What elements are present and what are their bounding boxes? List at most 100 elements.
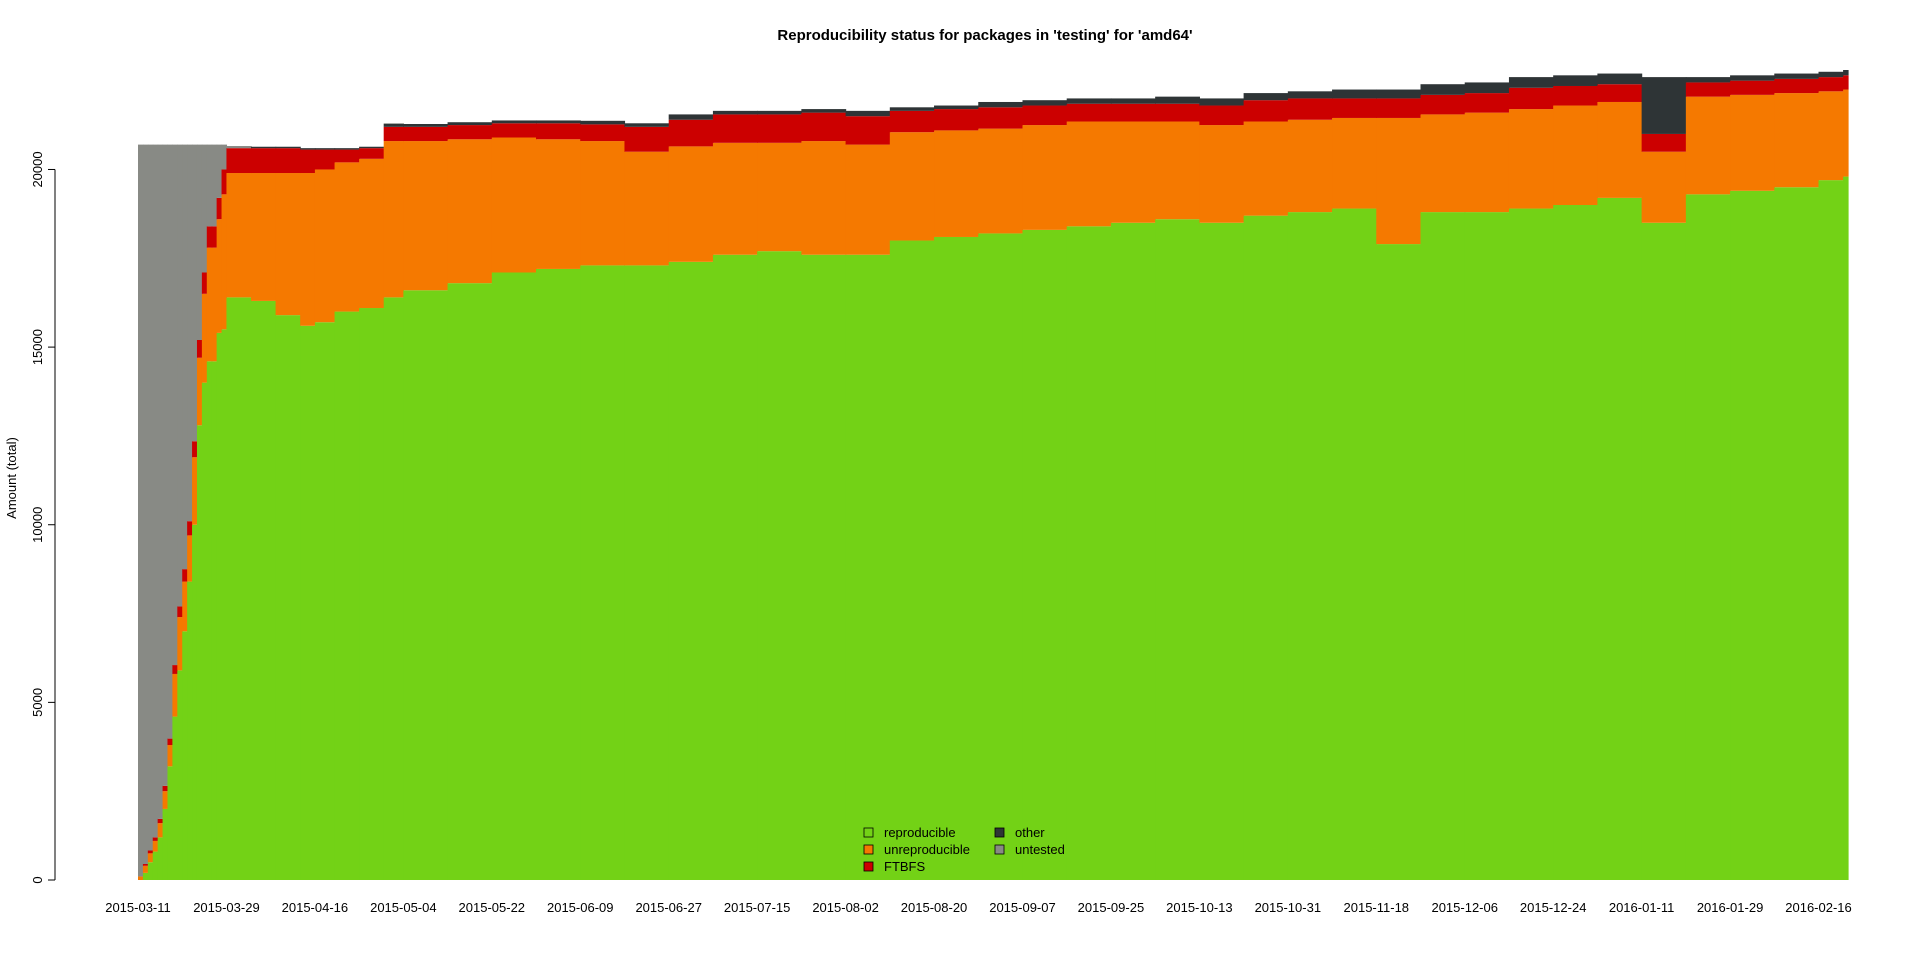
area-segment-ftbfs bbox=[142, 864, 149, 866]
area-segment-reproducible bbox=[314, 322, 336, 881]
area-segment-other bbox=[491, 120, 537, 124]
area-segment-reproducible bbox=[624, 265, 670, 880]
area-segment-untested bbox=[177, 144, 183, 607]
area-segment-untested bbox=[206, 144, 213, 227]
area-segment-unreproducible bbox=[206, 247, 213, 362]
area-segment-reproducible bbox=[221, 329, 228, 880]
x-tick-label: 2015-12-06 bbox=[1431, 900, 1498, 915]
x-tick-label: 2015-05-04 bbox=[370, 900, 437, 915]
area-segment-untested bbox=[147, 144, 154, 851]
area-segment-unreproducible bbox=[172, 673, 178, 717]
area-segment-ftbfs bbox=[172, 665, 178, 674]
area-segment-reproducible bbox=[1332, 208, 1377, 881]
area-segment-reproducible bbox=[1597, 197, 1643, 881]
area-segment-other bbox=[801, 109, 847, 113]
x-tick-label: 2015-10-31 bbox=[1255, 900, 1322, 915]
area-segment-unreproducible bbox=[138, 876, 144, 880]
area-segment-untested bbox=[162, 144, 169, 786]
area-segment-unreproducible bbox=[1110, 121, 1156, 223]
legend-swatch-unreproducible bbox=[863, 844, 874, 855]
area-segment-unreproducible bbox=[182, 581, 188, 632]
area-segment-ftbfs bbox=[1110, 103, 1156, 122]
area-segment-ftbfs bbox=[177, 606, 183, 618]
x-tick-label: 2015-05-22 bbox=[459, 900, 526, 915]
area-segment-reproducible bbox=[216, 332, 223, 880]
area-segment-ftbfs bbox=[251, 148, 277, 174]
area-segment-other bbox=[1641, 77, 1687, 134]
area-segment-reproducible bbox=[1287, 212, 1333, 880]
area-segment-reproducible bbox=[1376, 244, 1422, 880]
area-segment-ftbfs bbox=[757, 114, 802, 143]
area-segment-unreproducible bbox=[216, 219, 223, 333]
area-segment-other bbox=[1774, 73, 1820, 79]
area-segment-other bbox=[1508, 77, 1554, 88]
area-segment-reproducible bbox=[275, 315, 301, 880]
area-segment-unreproducible bbox=[1332, 117, 1377, 209]
area-segment-untested bbox=[196, 144, 203, 340]
area-segment-ftbfs bbox=[1066, 103, 1112, 122]
area-segment-other bbox=[712, 110, 758, 115]
area-segment-reproducible bbox=[147, 862, 154, 880]
area-segment-other bbox=[668, 114, 714, 120]
x-tick-label: 2016-01-11 bbox=[1609, 900, 1675, 915]
area-segment-unreproducible bbox=[1818, 91, 1844, 181]
area-segment-unreproducible bbox=[314, 169, 336, 323]
area-segment-other bbox=[536, 120, 581, 124]
area-segment-unreproducible bbox=[668, 146, 714, 262]
area-segment-ftbfs bbox=[147, 850, 154, 854]
area-segment-reproducible bbox=[1243, 215, 1289, 880]
area-segment-other bbox=[1420, 84, 1466, 95]
area-segment-ftbfs bbox=[1464, 93, 1510, 113]
area-segment-reproducible bbox=[334, 311, 360, 880]
x-tick-label: 2015-08-20 bbox=[901, 900, 968, 915]
area-segment-unreproducible bbox=[142, 865, 149, 873]
area-segment-ftbfs bbox=[580, 124, 626, 142]
area-segment-unreproducible bbox=[1685, 96, 1731, 195]
area-segment-untested bbox=[211, 144, 218, 227]
area-segment-reproducible bbox=[801, 254, 847, 881]
area-segment-reproducible bbox=[757, 251, 802, 880]
area-segment-reproducible bbox=[845, 254, 891, 881]
area-segment-unreproducible bbox=[536, 139, 581, 269]
area-segment-reproducible bbox=[1685, 194, 1731, 880]
area-segment-other bbox=[275, 146, 301, 149]
x-tick-label: 2016-01-29 bbox=[1697, 900, 1764, 915]
area-segment-unreproducible bbox=[1199, 125, 1245, 223]
area-segment-other bbox=[1332, 89, 1377, 99]
area-segment-reproducible bbox=[172, 716, 178, 880]
area-segment-reproducible bbox=[226, 297, 252, 880]
area-segment-reproducible bbox=[1641, 222, 1687, 880]
area-segment-ftbfs bbox=[216, 197, 223, 220]
area-segment-other bbox=[1685, 77, 1731, 83]
area-segment-unreproducible bbox=[1243, 121, 1289, 216]
area-segment-untested bbox=[138, 144, 144, 877]
chart-title: Reproducibility status for packages in '… bbox=[777, 27, 1192, 44]
area-segment-ftbfs bbox=[1420, 94, 1466, 115]
area-segment-ftbfs bbox=[1243, 100, 1289, 122]
area-segment-untested bbox=[201, 144, 208, 273]
area-segment-unreproducible bbox=[845, 144, 891, 255]
area-segment-ftbfs bbox=[447, 125, 493, 140]
area-segment-ftbfs bbox=[1155, 103, 1200, 122]
y-tick-label: 0 bbox=[30, 876, 45, 883]
y-axis: 0 5000 10000 15000 20000 bbox=[30, 151, 56, 884]
area-segment-reproducible bbox=[978, 233, 1024, 881]
area-segment-untested bbox=[172, 144, 178, 666]
area-segment-reproducible bbox=[580, 265, 626, 880]
area-segment-ftbfs bbox=[192, 441, 198, 458]
area-segment-unreproducible bbox=[403, 141, 449, 291]
area-segment-ftbfs bbox=[1508, 87, 1554, 110]
area-segment-reproducible bbox=[1199, 222, 1245, 880]
legend-label-other: other bbox=[1015, 825, 1045, 840]
area-segment-reproducible bbox=[157, 837, 164, 880]
area-segment-unreproducible bbox=[152, 840, 159, 852]
area-segment-other bbox=[403, 124, 449, 127]
area-segment-reproducible bbox=[192, 524, 198, 880]
area-segment-unreproducible bbox=[1774, 93, 1820, 188]
area-segment-reproducible bbox=[1022, 229, 1068, 881]
area-segment-ftbfs bbox=[167, 738, 173, 745]
x-tick-label: 2015-12-24 bbox=[1520, 900, 1587, 915]
area-segment-other bbox=[1376, 89, 1422, 99]
area-segment-reproducible bbox=[196, 425, 203, 880]
